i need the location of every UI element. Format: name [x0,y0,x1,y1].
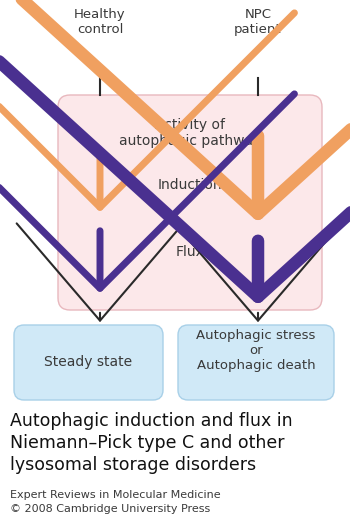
FancyBboxPatch shape [178,325,334,400]
Text: Autophagic stress
or
Autophagic death: Autophagic stress or Autophagic death [196,328,316,371]
Text: © 2008 Cambridge University Press: © 2008 Cambridge University Press [10,504,210,514]
FancyBboxPatch shape [14,325,163,400]
Text: NPC
patient: NPC patient [234,8,282,36]
Text: Autophagic induction and flux in
Niemann–Pick type C and other
lysosomal storage: Autophagic induction and flux in Niemann… [10,412,293,474]
Text: Activity of
autophagic pathway: Activity of autophagic pathway [119,118,261,148]
Text: Healthy
control: Healthy control [74,8,126,36]
Text: Induction: Induction [158,178,222,192]
FancyBboxPatch shape [58,95,322,310]
Text: Flux: Flux [176,245,204,259]
Text: Steady state: Steady state [44,355,132,369]
Text: Expert Reviews in Molecular Medicine: Expert Reviews in Molecular Medicine [10,490,220,500]
